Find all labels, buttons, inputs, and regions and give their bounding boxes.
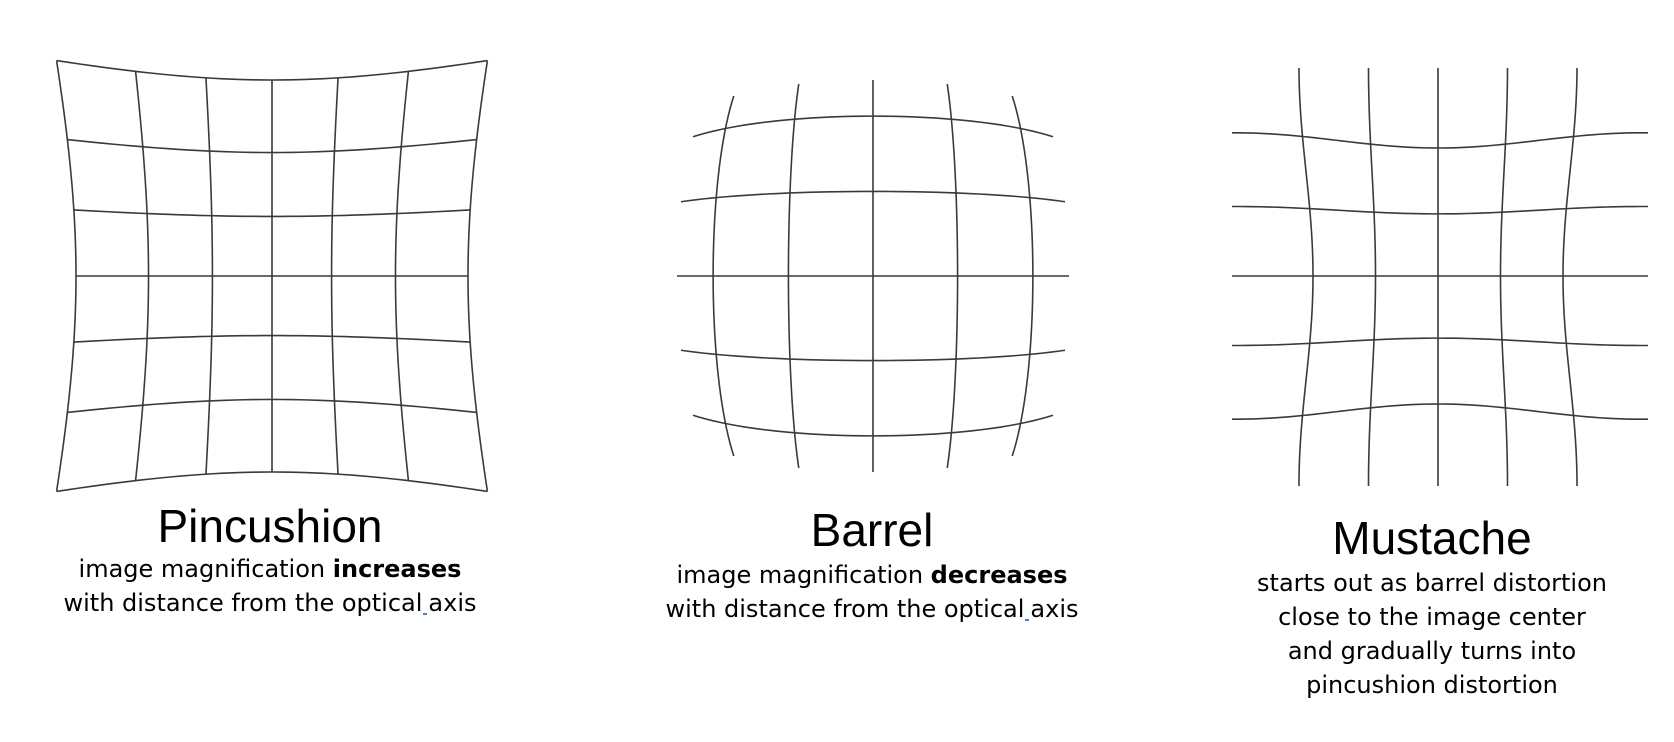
spellcheck-marker-icon [1025, 619, 1030, 621]
pincushion-description: image magnification increases with dista… [30, 552, 510, 620]
grid-line-horizontal [1231, 403, 1649, 421]
pincushion-title: Pincushion [157, 500, 383, 552]
pincushion-desc-prefix: image magnification [78, 555, 333, 583]
grid-line-vertical [1499, 67, 1509, 487]
spellcheck-marker-icon [423, 613, 428, 615]
barrel-desc-line2-a: with distance from the optical [665, 595, 1025, 623]
barrel-desc-line1: image magnification decreases [632, 558, 1112, 592]
barrel-desc-prefix: image magnification [676, 561, 931, 589]
grid-line-vertical [55, 60, 77, 492]
grid-line-vertical [330, 77, 339, 475]
pincushion-desc-line2-a: with distance from the optical [63, 589, 423, 617]
grid-line-vertical [134, 71, 150, 481]
mustache-desc-line: and gradually turns into [1287, 637, 1577, 665]
pincushion-desc-line2-b: axis [428, 589, 477, 617]
mustache-title: Mustache [1332, 512, 1532, 564]
pincushion-desc-bold: increases [332, 555, 462, 583]
grid-line-vertical [946, 83, 959, 469]
barrel-description: image magnification decreases with dista… [632, 558, 1112, 626]
pincushion-desc-line1: image magnification increases [30, 552, 510, 586]
grid-line-vertical [1298, 67, 1314, 487]
grid-line-horizontal [1231, 337, 1649, 347]
mustache-desc-line: pincushion distortion [1306, 671, 1558, 699]
grid-line-vertical [1367, 67, 1377, 487]
barrel-desc-line2: with distance from the optical axis [632, 592, 1112, 626]
barrel-title: Barrel [810, 504, 934, 556]
barrel-desc-line2-b: axis [1030, 595, 1079, 623]
grid-line-vertical [1011, 95, 1034, 457]
grid-line-vertical [205, 77, 214, 475]
grid-line-vertical [712, 95, 735, 457]
pincushion-desc-line2: with distance from the optical axis [30, 586, 510, 620]
grid-line-horizontal [1231, 131, 1649, 149]
grid-line-vertical [787, 83, 800, 469]
grid-line-vertical [394, 71, 410, 481]
grid-line-horizontal [1231, 205, 1649, 215]
mustache-desc-line: starts out as barrel distortion [1257, 569, 1607, 597]
mustache-description: starts out as barrel distortion close to… [1192, 566, 1672, 702]
mustache-desc-line: close to the image center [1278, 603, 1586, 631]
barrel-desc-bold: decreases [930, 561, 1068, 589]
grid-line-vertical [467, 60, 489, 492]
grid-line-vertical [1562, 67, 1578, 487]
